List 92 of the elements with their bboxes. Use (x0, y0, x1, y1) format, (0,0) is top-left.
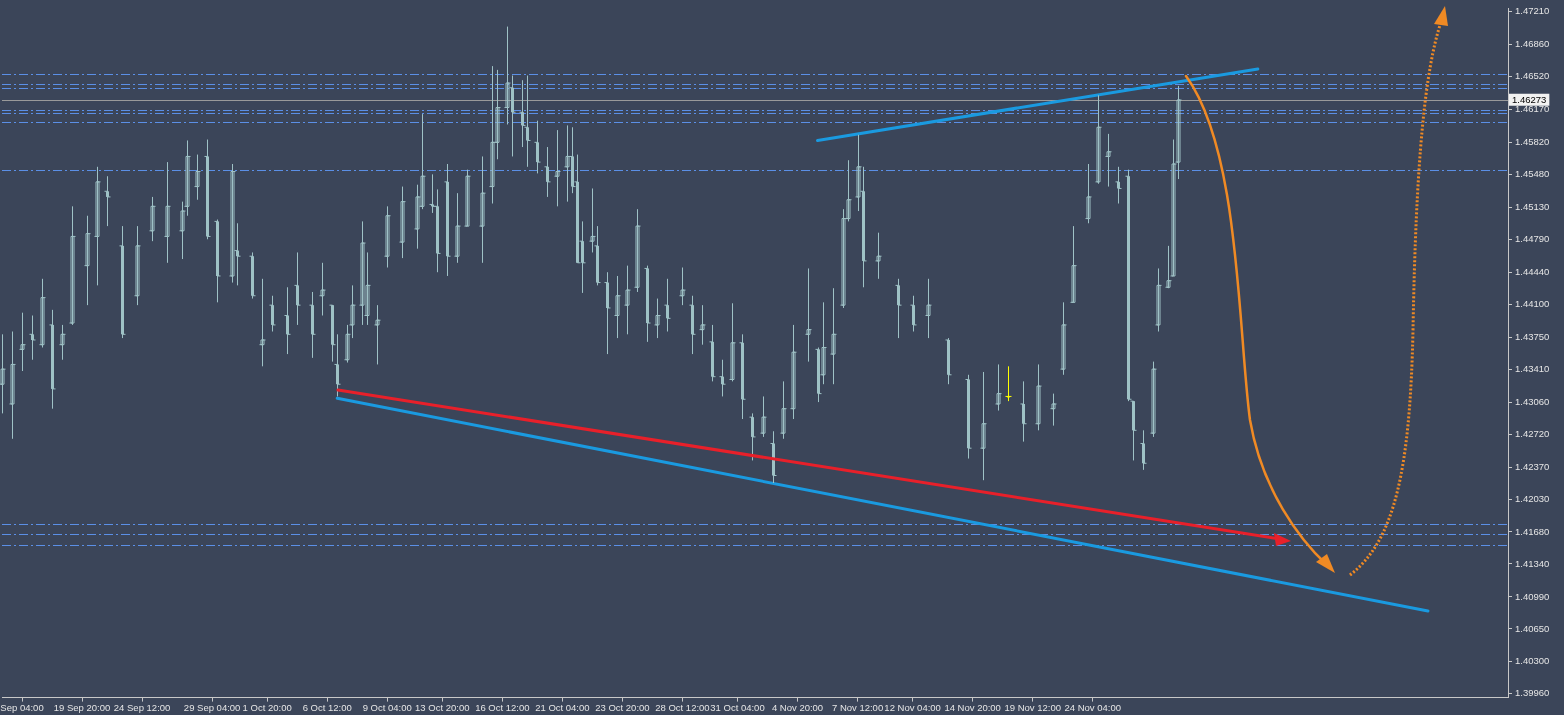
y-tick-label: 1.45130 (1515, 200, 1550, 212)
candlestick (180, 201, 185, 260)
x-tick-label: 28 Oct 12:00 (655, 701, 710, 713)
candlestick (806, 267, 811, 363)
x-tick-label: Sep 04:00 (0, 701, 44, 713)
y-tick-label: 1.39960 (1515, 687, 1550, 699)
candlestick (700, 304, 705, 346)
candlestick (10, 331, 15, 440)
candlestick (20, 312, 25, 372)
x-tick-label: 9 Oct 04:00 (362, 701, 412, 713)
y-tick-label: 1.46520 (1515, 70, 1550, 82)
candlestick (555, 129, 560, 207)
candlestick (480, 155, 485, 264)
x-tick-label: 19 Nov 12:00 (1004, 701, 1061, 713)
candlestick (95, 166, 100, 286)
x-tick-label: 4 Nov 20:00 (771, 701, 824, 713)
y-tick-label: 1.43410 (1515, 362, 1550, 374)
y-tick-label: 1.42030 (1515, 492, 1550, 504)
candlestick (730, 302, 735, 382)
candlestick (165, 161, 170, 264)
candlestick (135, 225, 140, 306)
y-tick-label: 1.40990 (1515, 590, 1550, 602)
y-tick-label: 1.46170 (1515, 103, 1550, 115)
x-tick-label: 21 Oct 04:00 (535, 701, 590, 713)
candlestick (1166, 245, 1171, 289)
candlestick (791, 324, 796, 420)
candlestick (375, 304, 380, 365)
candlestick (150, 196, 155, 242)
y-tick-label: 1.47210 (1515, 5, 1550, 17)
candlestick (1061, 301, 1066, 376)
x-tick-label: 19 Sep 20:00 (53, 701, 111, 713)
y-tick-label: 1.42370 (1515, 460, 1550, 472)
candlestick (781, 380, 786, 440)
y-tick-label: 1.41680 (1515, 525, 1550, 537)
candlestick (85, 215, 90, 306)
candlestick (400, 186, 405, 259)
y-tick-label: 1.42720 (1515, 427, 1550, 439)
y-tick-label: 1.40650 (1515, 622, 1550, 634)
candlestick (70, 205, 75, 326)
x-tick-label: 1 Oct 20:00 (242, 701, 292, 713)
candlestick (345, 324, 350, 364)
y-tick-label: 1.43750 (1515, 330, 1550, 342)
candlestick (625, 265, 630, 335)
candlestick (1071, 225, 1076, 303)
y-tick-label: 1.41340 (1515, 557, 1550, 569)
candlestick (1051, 393, 1056, 427)
candlestick (1106, 133, 1111, 188)
candlestick (60, 324, 65, 361)
y-tick-label: 1.40300 (1515, 655, 1550, 667)
candlestick (615, 275, 620, 339)
candlestick (1156, 267, 1161, 332)
y-tick-label: 1.46860 (1515, 38, 1550, 50)
x-tick-label: 29 Sep 04:00 (183, 701, 241, 713)
y-tick-label: 1.44100 (1515, 297, 1550, 309)
candlestick (455, 192, 460, 264)
x-tick-label: 23 Oct 20:00 (595, 701, 650, 713)
x-tick-label: 7 Nov 12:00 (831, 701, 884, 713)
y-tick-label: 1.44790 (1515, 232, 1550, 244)
candlestick (465, 169, 470, 227)
candlestick (590, 187, 595, 253)
candlestick (1151, 361, 1156, 438)
candlestick (1036, 363, 1041, 431)
y-tick-label: 1.44440 (1515, 265, 1550, 277)
candlestick (655, 298, 660, 339)
candlestick (635, 208, 640, 293)
candlestick (195, 154, 200, 201)
x-tick-label: 24 Sep 12:00 (113, 701, 171, 713)
candlestick (320, 262, 325, 317)
candlestick (0, 333, 5, 414)
y-tick-label: 1.45480 (1515, 167, 1550, 179)
candlestick (260, 278, 265, 367)
x-tick-label: 12 Nov 04:00 (884, 701, 941, 713)
candlestick (680, 267, 685, 306)
x-tick-label: 24 Nov 04:00 (1064, 701, 1121, 713)
y-tick-label: 1.45820 (1515, 135, 1550, 147)
x-tick-label: 16 Oct 12:00 (475, 701, 530, 713)
candlestick (385, 205, 390, 269)
x-tick-label: 31 Oct 04:00 (710, 701, 765, 713)
y-tick-label: 1.43060 (1515, 395, 1550, 407)
candlestick (876, 232, 881, 280)
candlestick (1096, 94, 1101, 185)
x-tick-label: 14 Nov 20:00 (944, 701, 1001, 713)
candlestick (926, 278, 931, 339)
ref-line-label: 1.46273 (1512, 93, 1547, 105)
candlestick (996, 363, 1001, 412)
x-tick-label: 13 Oct 20:00 (415, 701, 470, 713)
candlestick (831, 287, 836, 385)
candlestick (1086, 163, 1091, 224)
candlestick (40, 278, 45, 348)
candlestick (761, 395, 766, 438)
candlestick (981, 371, 986, 481)
x-tick-label: 6 Oct 12:00 (302, 701, 352, 713)
